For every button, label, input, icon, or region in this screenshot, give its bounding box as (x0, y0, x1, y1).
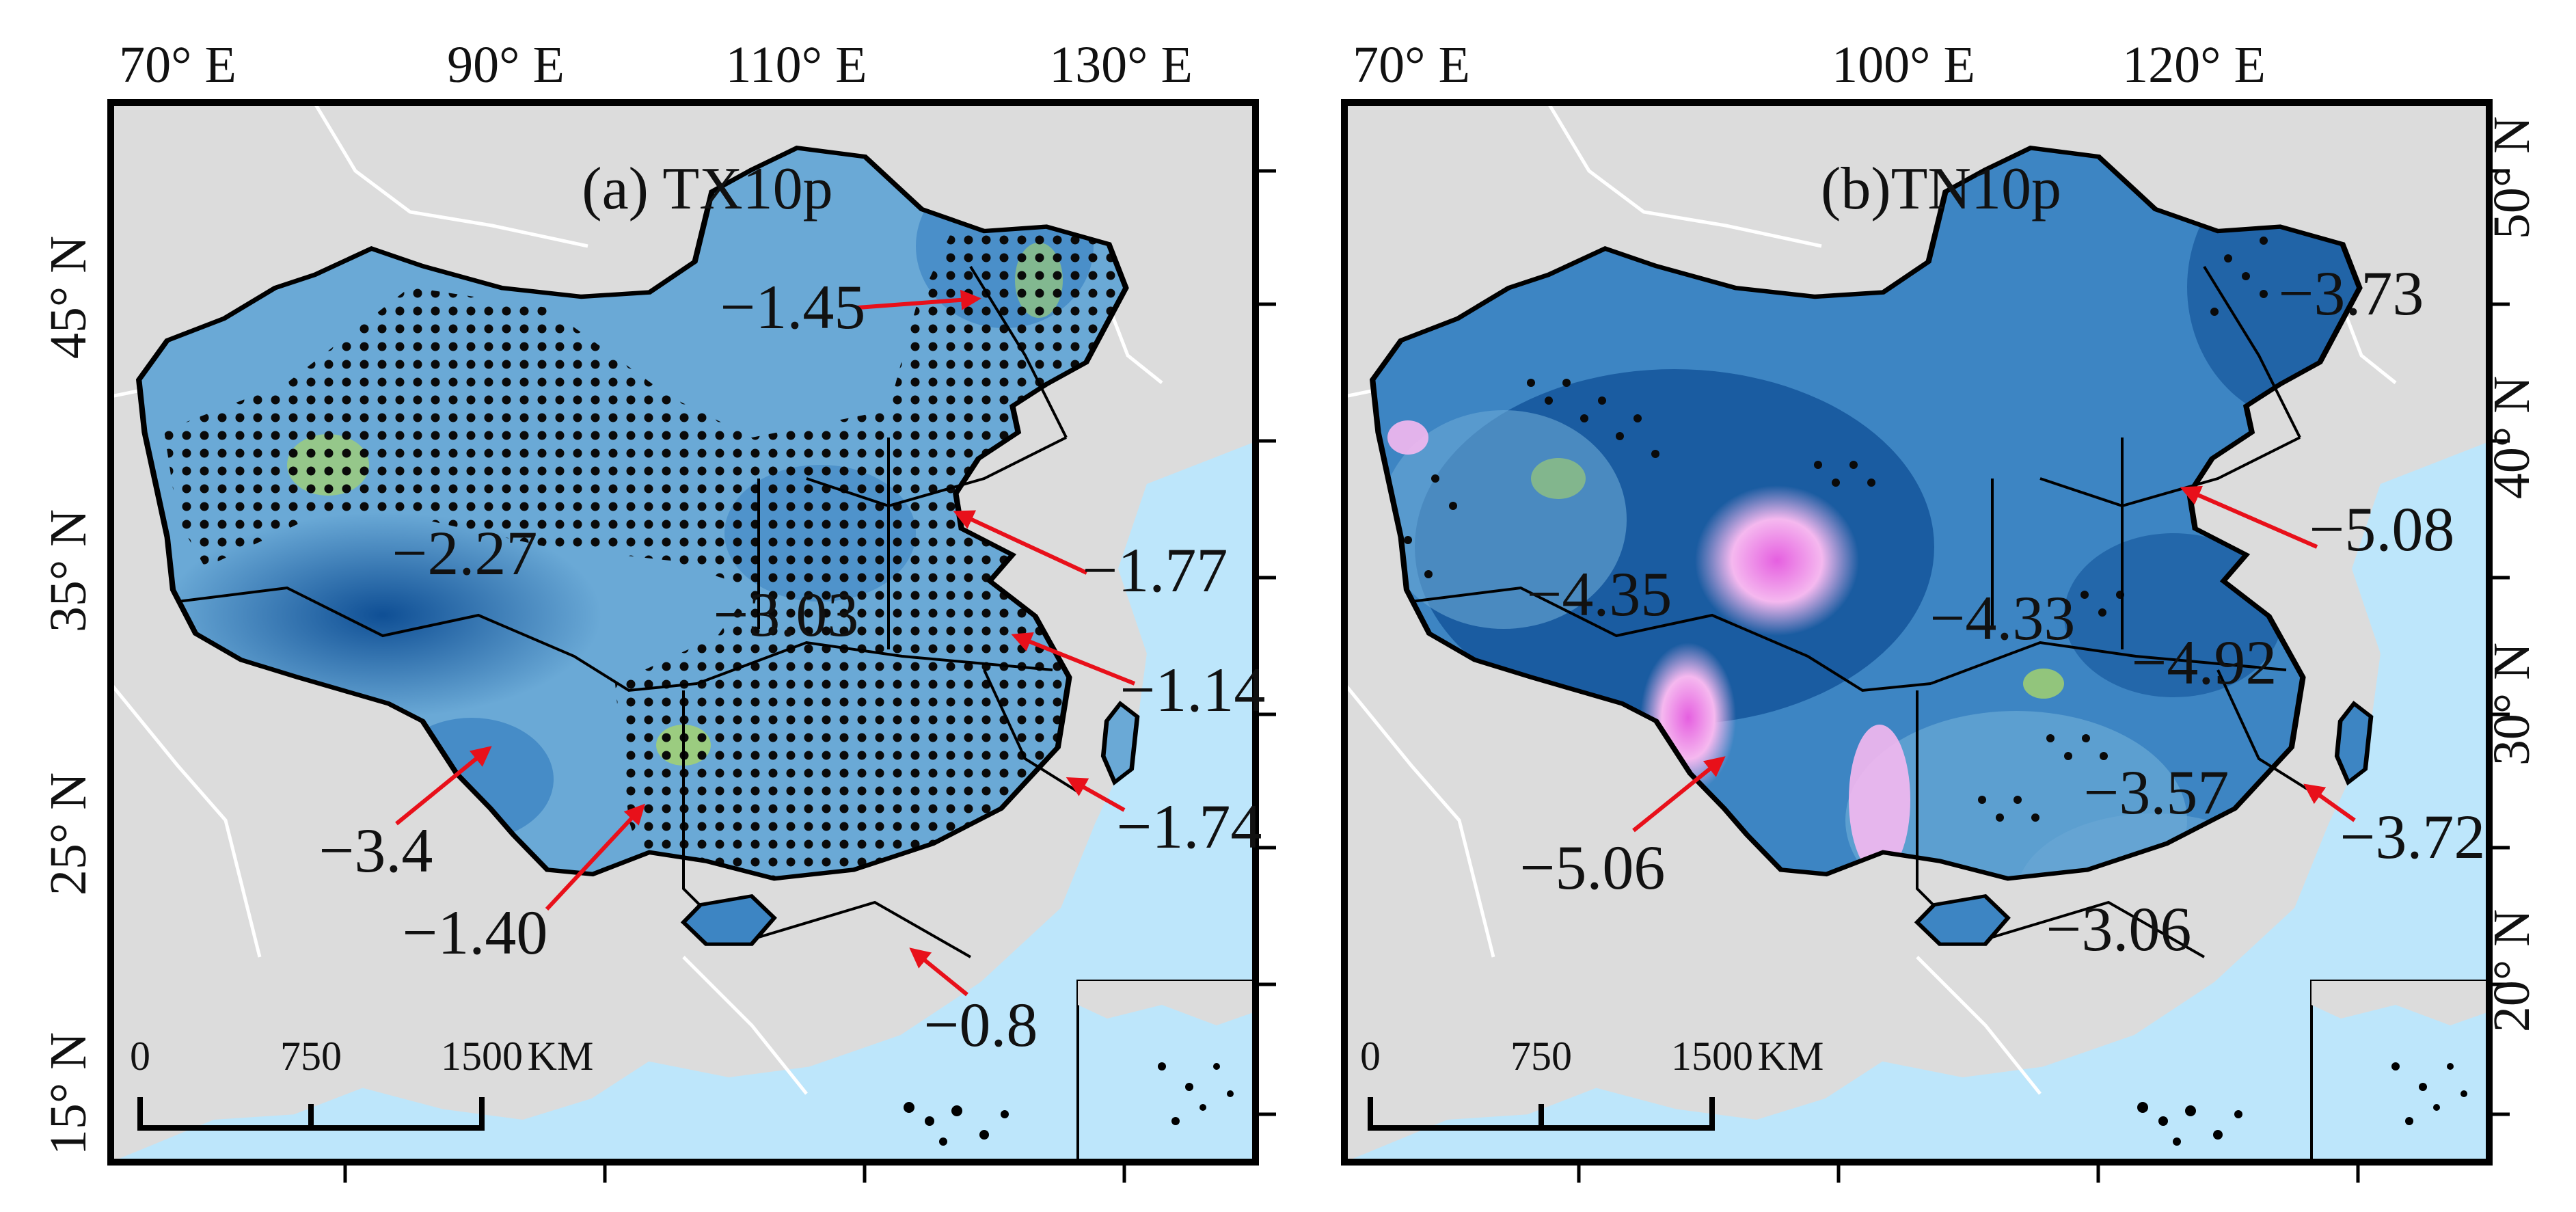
value-tibet: −3.4 (319, 816, 433, 885)
value-central: −3.03 (714, 580, 859, 649)
lat-label-20n: 20° N (2483, 909, 2540, 1032)
lon-label-100e: 100° E (1832, 36, 1975, 94)
lon-label-70e: 70° E (1353, 36, 1470, 94)
value-southeast: −3.72 (2340, 802, 2486, 872)
tick-marks-b (1577, 169, 2510, 1183)
svg-text:1500: 1500 (441, 1034, 523, 1079)
lat-label-50n: 50° N (2483, 116, 2540, 239)
lon-label-70e: 70° E (119, 36, 236, 94)
south-china-sea-inset (1076, 980, 1256, 1162)
svg-text:0: 0 (1360, 1034, 1381, 1079)
value-south-china: −3.06 (2046, 894, 2192, 964)
svg-text:750: 750 (280, 1034, 342, 1079)
value-northwest: −4.35 (1527, 559, 1672, 629)
value-northeast: −1.45 (720, 272, 866, 342)
lon-label-120e: 120° E (2122, 36, 2266, 94)
scale-bar-b: 0 750 1500 KM (1360, 1034, 1824, 1131)
tick-marks-a (343, 169, 1276, 1183)
scattered-islands (904, 1102, 1009, 1146)
panel-b-frame (1341, 99, 2493, 1166)
lat-label-35n: 35° N (40, 509, 97, 632)
annotation-arrows-b (1632, 485, 2356, 833)
svg-text:KM: KM (1758, 1034, 1824, 1079)
svg-text:KM: KM (528, 1034, 594, 1079)
lat-label-30n: 30° N (2483, 643, 2540, 766)
value-north-china: −5.08 (2309, 494, 2455, 564)
panel-tn10p: 70° E 100° E 120° E 50° N 40° N 30° N 20… (1341, 36, 2540, 1183)
panel-a-frame (107, 99, 1259, 1166)
value-tibet: −5.06 (1520, 833, 1666, 902)
svg-text:750: 750 (1510, 1034, 1572, 1079)
lon-label-130e: 130° E (1049, 36, 1193, 94)
lat-label-15n: 15° N (40, 1032, 97, 1155)
panel-b-title: (b)TN10p (1821, 156, 2061, 222)
lon-label-90e: 90° E (447, 36, 565, 94)
value-east-china: −1.14 (1120, 655, 1266, 725)
value-east-china: −4.92 (2132, 628, 2277, 697)
scale-bar-a: 0 750 1500 KM (130, 1034, 594, 1131)
panel-a-title: (a) TX10p (582, 156, 832, 222)
lat-label-40n: 40° N (2483, 376, 2540, 499)
value-northwest: −2.27 (392, 518, 538, 588)
svg-text:0: 0 (130, 1034, 150, 1079)
value-north-china: −1.77 (1083, 535, 1228, 605)
value-south-central: −3.57 (2084, 757, 2229, 827)
south-china-sea-inset (2310, 980, 2489, 1162)
value-southeast: −1.74 (1117, 792, 1262, 861)
scattered-islands (2137, 1102, 2242, 1146)
lat-label-45n: 45° N (40, 236, 97, 359)
lon-label-110e: 110° E (726, 36, 867, 94)
value-northeast: −3.73 (2279, 258, 2424, 328)
value-southwest: −1.40 (403, 898, 548, 967)
value-central: −4.33 (1930, 583, 2076, 653)
value-south-china: −0.8 (924, 990, 1038, 1060)
lat-label-25n: 25° N (40, 772, 97, 895)
svg-text:1500: 1500 (1671, 1034, 1753, 1079)
panel-tx10p: 70° E 90° E 110° E 130° E 45° N 35° N 25… (40, 36, 1276, 1183)
annotation-arrows-a (395, 289, 1136, 997)
